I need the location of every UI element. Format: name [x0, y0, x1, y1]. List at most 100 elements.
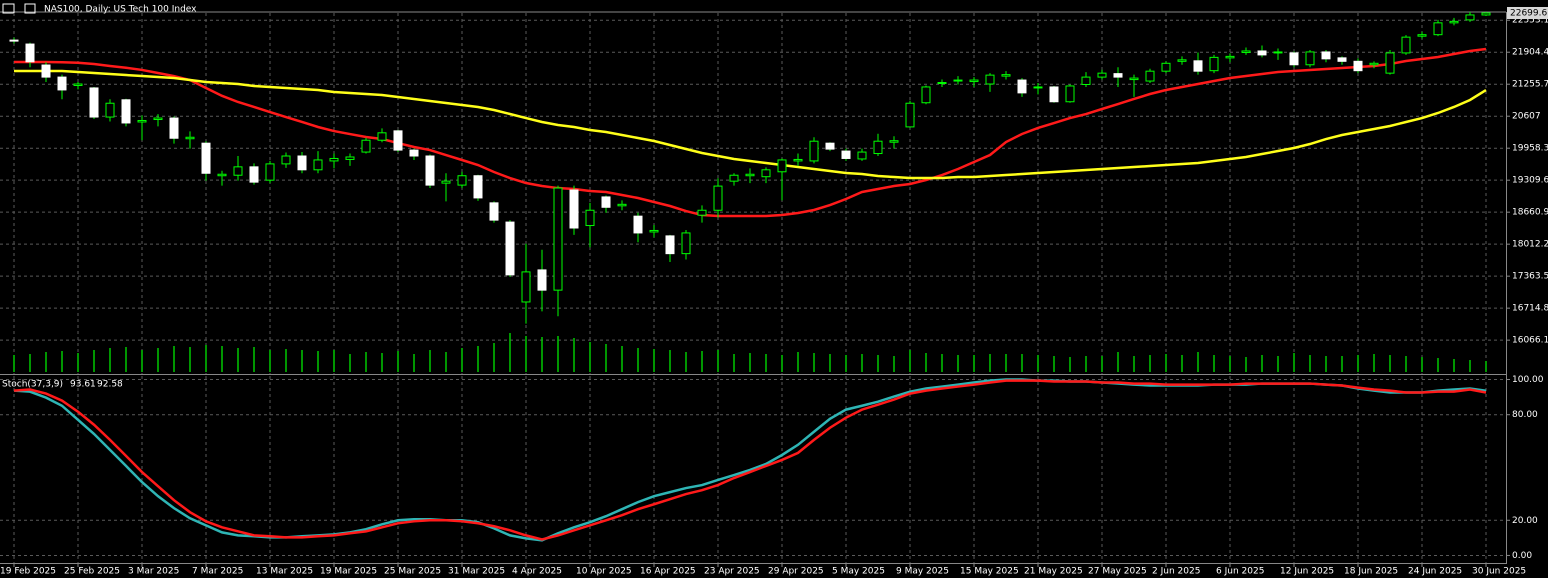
window-icon[interactable]: [2, 3, 15, 14]
candle-body: [1305, 51, 1315, 66]
x-tick-label: 18 Jun 2025: [1344, 567, 1398, 577]
candle-body: [905, 102, 915, 128]
candle-body: [1017, 79, 1027, 94]
y-tick-label: 100.00: [1512, 375, 1544, 385]
x-tick-label: 25 Feb 2025: [64, 567, 120, 577]
candle-body: [569, 189, 579, 229]
x-tick-label: 13 Mar 2025: [256, 567, 313, 577]
stoch-value: 92.58: [97, 380, 123, 390]
candle-body: [841, 150, 851, 159]
candle-body: [1241, 50, 1251, 53]
x-tick-label: 16 Apr 2025: [640, 567, 696, 577]
candle-body: [1417, 34, 1427, 37]
x-tick-label: 30 Jun 2025: [1472, 567, 1526, 577]
candle-body: [73, 83, 83, 86]
candle-body: [665, 235, 675, 255]
candle-body: [1337, 57, 1347, 62]
candle-body: [793, 158, 803, 162]
y-tick-label: 22553.1: [1512, 16, 1548, 26]
candle-body: [57, 76, 67, 91]
x-tick-label: 21 May 2025: [1024, 567, 1083, 577]
candle-body: [105, 102, 115, 118]
candle-body: [953, 79, 963, 82]
candle-body: [713, 185, 723, 211]
candle-body: [601, 196, 611, 208]
candle-body: [1177, 59, 1187, 62]
candle-body: [1369, 62, 1379, 66]
candle-body: [553, 187, 563, 291]
candle-body: [873, 140, 883, 155]
candle-body: [25, 43, 35, 63]
series-line: [13, 379, 1487, 541]
candle-body: [361, 139, 371, 153]
candle-body: [233, 166, 243, 176]
candle-body: [1289, 52, 1299, 66]
x-tick-label: 7 Mar 2025: [192, 567, 243, 577]
candle-body: [1401, 36, 1411, 54]
candle-body: [921, 86, 931, 104]
chart-icon[interactable]: [24, 3, 36, 14]
candle-body: [441, 180, 451, 184]
candle-body: [1049, 86, 1059, 103]
y-tick-label: 80.00: [1512, 410, 1538, 420]
candle-body: [937, 82, 947, 85]
candle-body: [1065, 85, 1075, 103]
y-tick-label: 0.00: [1512, 551, 1532, 561]
candle-body: [393, 130, 403, 151]
candle-body: [777, 159, 787, 173]
candle-body: [1449, 20, 1459, 24]
candle-body: [681, 232, 691, 255]
candle-body: [889, 140, 899, 143]
candle-body: [313, 159, 323, 171]
candle-body: [1161, 62, 1171, 72]
y-tick-label: 19958.3: [1512, 144, 1548, 154]
x-tick-label: 19 Mar 2025: [320, 567, 377, 577]
candle-body: [137, 119, 147, 123]
candle-body: [1481, 12, 1491, 16]
x-tick-label: 25 Mar 2025: [384, 567, 441, 577]
y-tick-label: 16714.8: [1512, 304, 1548, 314]
candle-body: [265, 163, 275, 181]
x-tick-label: 23 Apr 2025: [704, 567, 760, 577]
candle-body: [1145, 70, 1155, 82]
candle-body: [217, 173, 227, 177]
candle-body: [985, 74, 995, 85]
candle-body: [409, 149, 419, 157]
candle-body: [1433, 22, 1443, 36]
candle-body: [1321, 51, 1331, 60]
y-tick-label: 20.00: [1512, 516, 1538, 526]
candle-body: [377, 132, 387, 141]
candle-body: [345, 156, 355, 160]
candle-body: [745, 173, 755, 177]
candle-body: [329, 157, 339, 162]
x-tick-label: 6 Jun 2025: [1216, 567, 1264, 577]
candle-body: [41, 64, 51, 78]
candle-body: [857, 151, 867, 160]
candle-body: [1209, 56, 1219, 72]
y-tick-label: 20607: [1512, 112, 1541, 122]
candle-body: [185, 136, 195, 140]
candle-body: [1097, 72, 1107, 78]
x-tick-label: 4 Apr 2025: [512, 567, 562, 577]
candle-body: [201, 142, 211, 174]
candle-body: [761, 169, 771, 178]
candle-body: [1257, 50, 1267, 56]
candle-body: [89, 87, 99, 118]
candle-body: [1113, 73, 1123, 78]
x-tick-label: 19 Feb 2025: [0, 567, 56, 577]
current-price: 22699.6: [1510, 9, 1547, 19]
candle-body: [9, 39, 19, 42]
x-tick-label: 2 Jun 2025: [1152, 567, 1200, 577]
stoch-value: 93.61: [70, 380, 96, 390]
candle-body: [1353, 60, 1363, 72]
candle-body: [505, 221, 515, 276]
candle-body: [537, 269, 547, 291]
y-tick-label: 17363.5: [1512, 272, 1548, 282]
candle-body: [169, 117, 179, 139]
candle-body: [1193, 60, 1203, 72]
x-tick-label: 27 May 2025: [1088, 567, 1147, 577]
y-tick-label: 19309.6: [1512, 176, 1548, 186]
candle-body: [457, 175, 467, 186]
